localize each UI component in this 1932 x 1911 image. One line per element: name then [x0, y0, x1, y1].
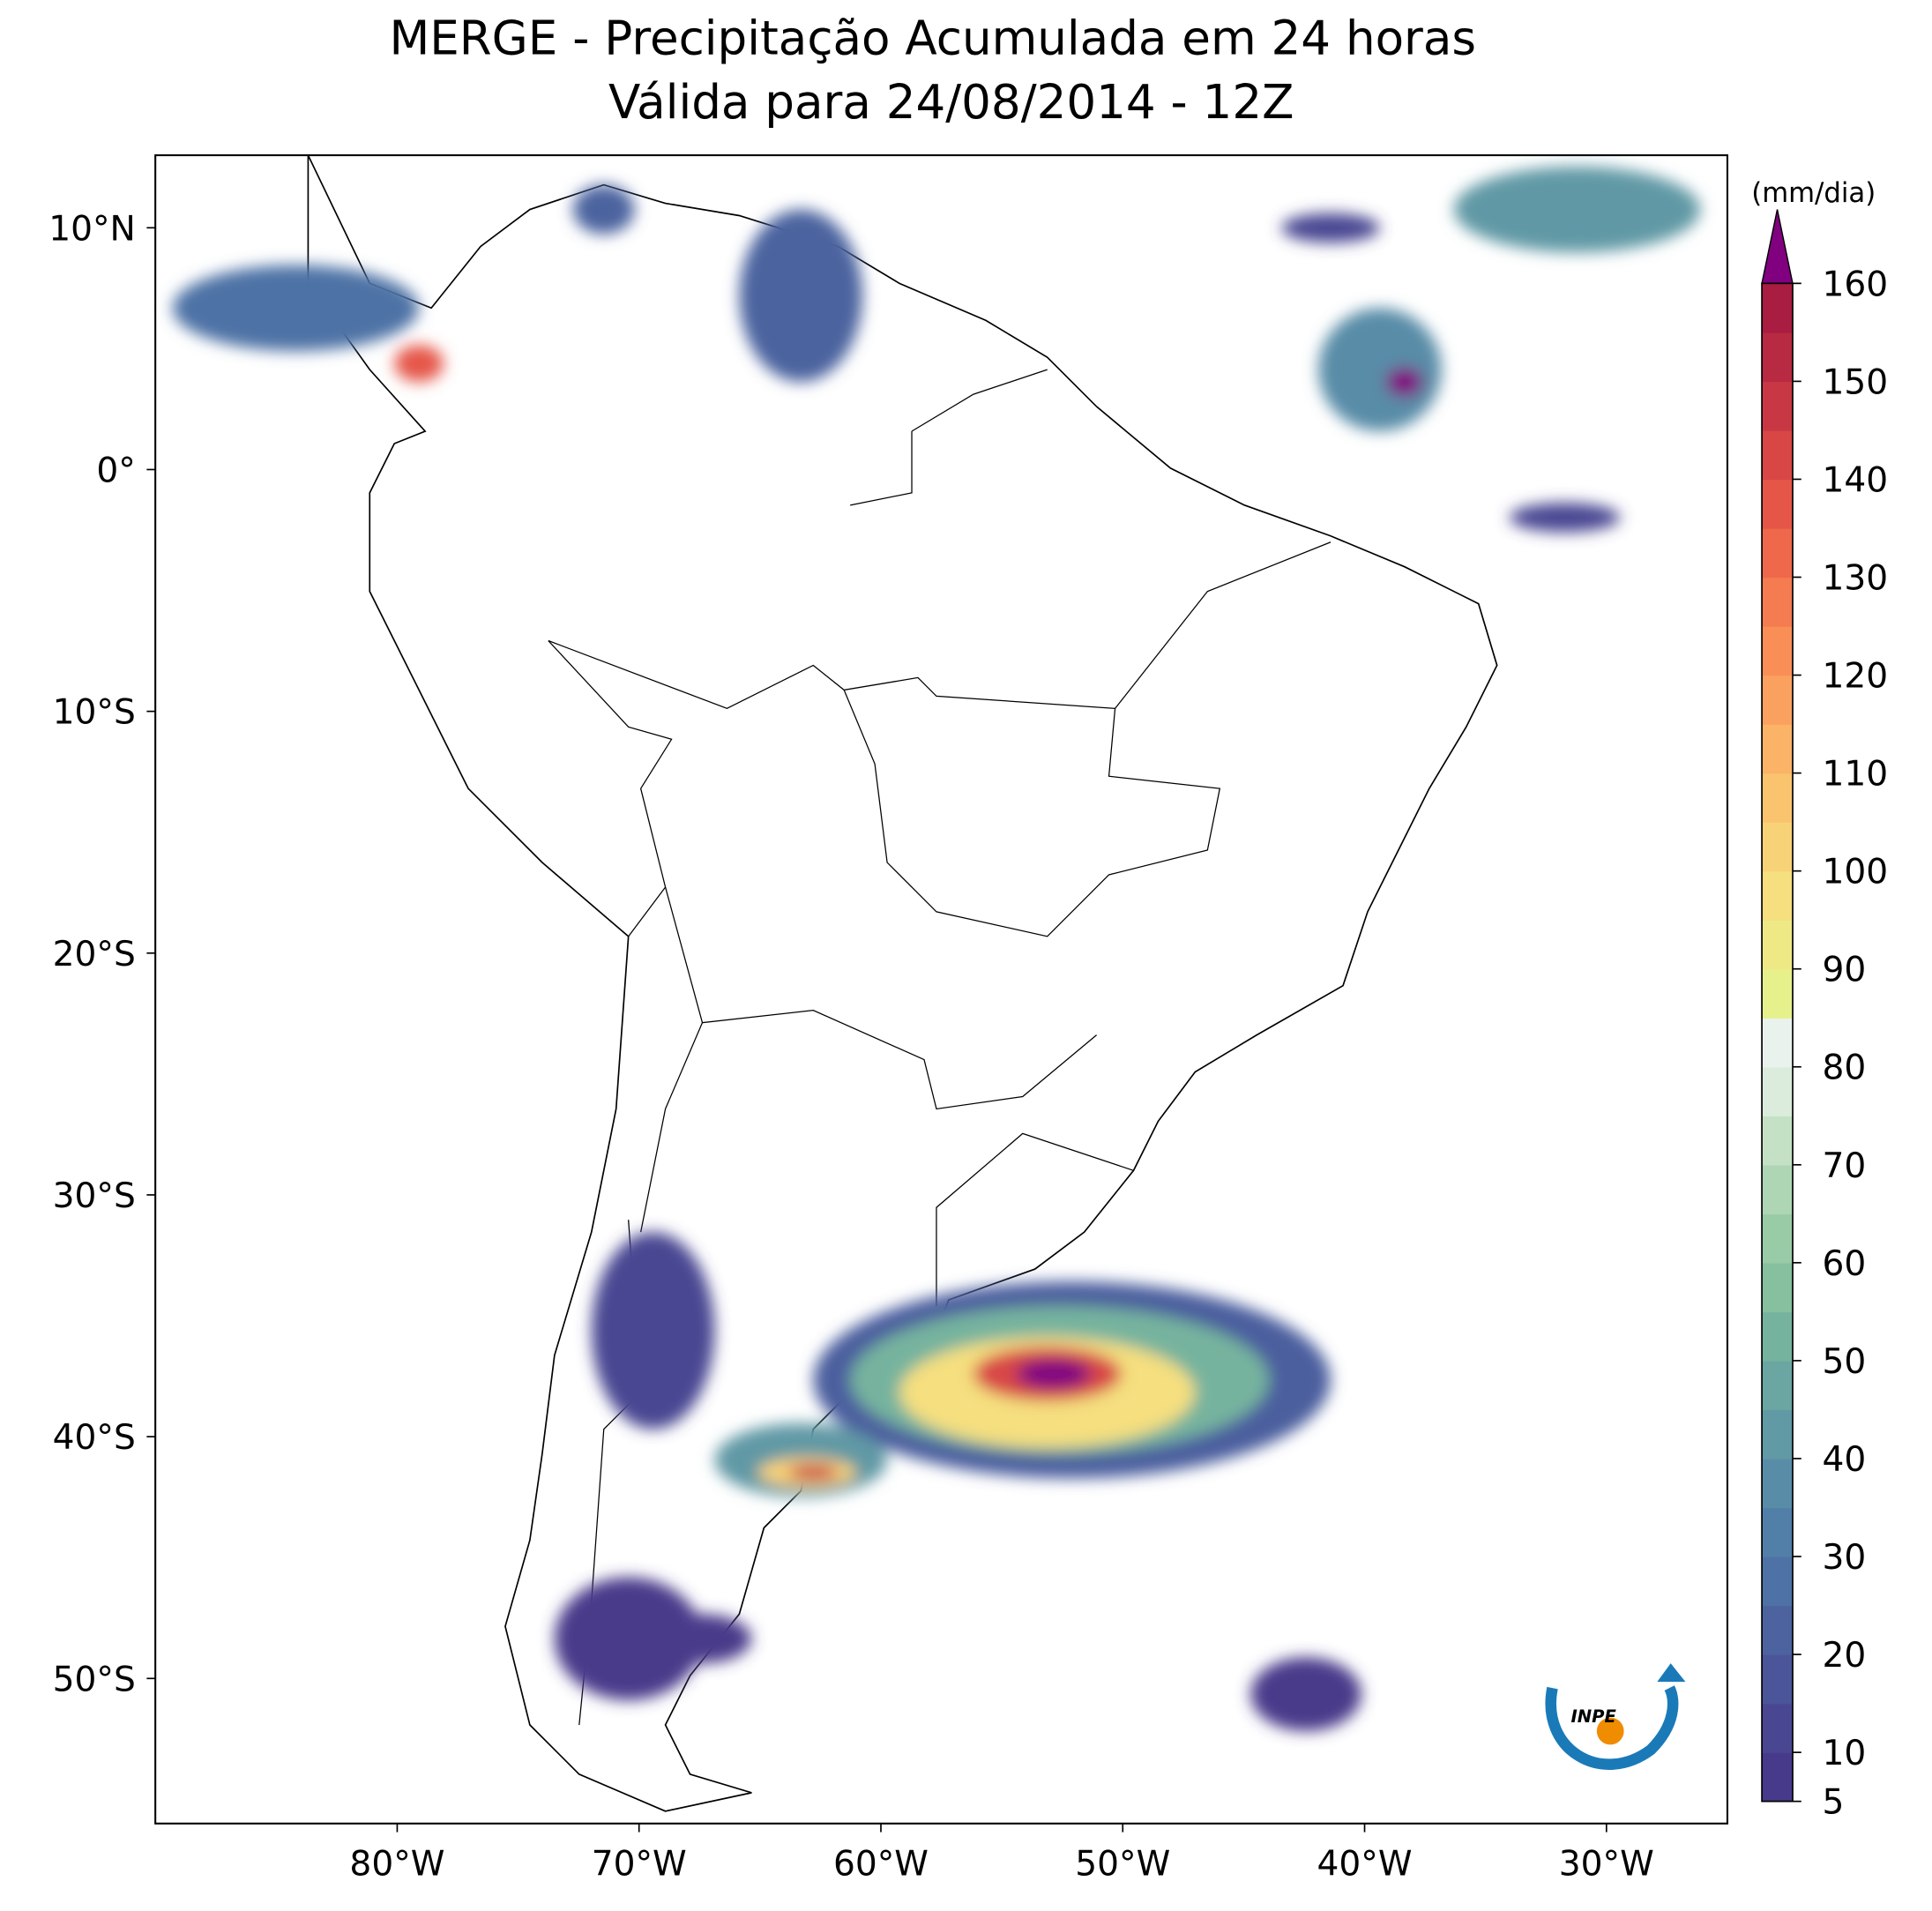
colorbar-segment: [1762, 283, 1793, 333]
colorbar-tick-label: 60: [1823, 1244, 1867, 1284]
colorbar-tick-label: 40: [1823, 1440, 1867, 1480]
colorbar-segment: [1762, 1116, 1793, 1166]
colorbar-segment: [1762, 1458, 1793, 1509]
colorbar-segment: [1762, 920, 1793, 970]
x-tick-label: 50°W: [1075, 1844, 1170, 1884]
colorbar-segment: [1762, 381, 1793, 431]
colorbar-segment: [1762, 1066, 1793, 1116]
colorbar-frame: [1761, 282, 1794, 1803]
colorbar-segment: [1762, 1311, 1793, 1362]
colorbar-tick-label: 10: [1823, 1734, 1867, 1773]
colorbar-segment: [1762, 1018, 1793, 1068]
x-tick-label: 60°W: [833, 1844, 929, 1884]
colorbar-tick-label: 70: [1823, 1146, 1867, 1186]
colorbar-segment: [1762, 527, 1793, 579]
colorbar-segment: [1762, 773, 1793, 823]
colorbar-segment: [1762, 1752, 1793, 1803]
colorbar-tick-label: 140: [1823, 460, 1889, 500]
colorbar-segment: [1762, 577, 1793, 627]
colorbar-tick-label: 110: [1823, 755, 1889, 795]
colorbar-segment: [1762, 1262, 1793, 1313]
y-tick-label: 20°S: [53, 935, 136, 974]
x-tick-label: 30°W: [1559, 1844, 1654, 1884]
map-frame: [154, 153, 1728, 1825]
colorbar-segment: [1762, 1409, 1793, 1459]
colorbar-segment: [1762, 429, 1793, 481]
colorbar-segment: [1762, 1703, 1793, 1753]
chart-title: MERGE - Precipitação Acumulada em 24 hor…: [389, 11, 1476, 65]
colorbar-tick-label: 50: [1823, 1342, 1867, 1382]
colorbar-label: (mm/dia): [1751, 177, 1876, 209]
colorbar-tick-label: 20: [1823, 1636, 1867, 1676]
colorbar-segment: [1762, 1164, 1793, 1215]
colorbar-tick-label: 90: [1823, 951, 1867, 990]
colorbar-segment: [1762, 479, 1793, 529]
colorbar-segment: [1762, 870, 1793, 921]
colorbar-segment: [1762, 822, 1793, 872]
colorbar-segment: [1762, 724, 1793, 774]
colorbar-tick-label: 150: [1823, 362, 1889, 402]
y-tick-label: 40°S: [53, 1418, 136, 1458]
colorbar-segment: [1762, 675, 1793, 725]
colorbar-tick-label: 5: [1823, 1783, 1845, 1823]
colorbar-tick-label: 100: [1823, 853, 1889, 892]
precipitation: [172, 166, 1701, 1732]
map: [155, 155, 1727, 1824]
colorbar-segment: [1762, 1213, 1793, 1264]
colorbar-segment: [1762, 1360, 1793, 1411]
logo: INPE: [1545, 1663, 1686, 1770]
colorbar-tick-label: 30: [1823, 1538, 1867, 1578]
y-tick-label: 50°S: [53, 1660, 136, 1699]
colorbar-segment: [1762, 1507, 1793, 1557]
colorbar-segment: [1762, 1605, 1793, 1655]
colorbar-segment: [1762, 1556, 1793, 1607]
colorbar-segment: [1762, 968, 1793, 1019]
logo-text: INPE: [1571, 1706, 1617, 1727]
colorbar-extension: [1761, 209, 1794, 285]
x-tick-label: 40°W: [1317, 1844, 1413, 1884]
y-tick-label: 0°: [96, 451, 135, 490]
colorbar-tick-label: 120: [1823, 657, 1889, 697]
colorbar-segment: [1762, 1654, 1793, 1705]
y-tick-label: 30°S: [53, 1176, 136, 1216]
colorbar-segment: [1762, 626, 1793, 676]
y-tick-label: 10°N: [48, 209, 136, 249]
colorbar-segment: [1762, 332, 1793, 383]
colorbar-tick-label: 80: [1823, 1049, 1867, 1088]
x-tick-label: 80°W: [349, 1844, 444, 1884]
colorbar-tick-label: 160: [1823, 265, 1889, 304]
y-tick-label: 10°S: [53, 693, 136, 733]
colorbar-tick-label: 130: [1823, 558, 1889, 598]
borders: [548, 369, 1332, 1726]
x-tick-label: 70°W: [592, 1844, 687, 1884]
chart-subtitle: Válida para 24/08/2014 - 12Z: [608, 75, 1294, 130]
